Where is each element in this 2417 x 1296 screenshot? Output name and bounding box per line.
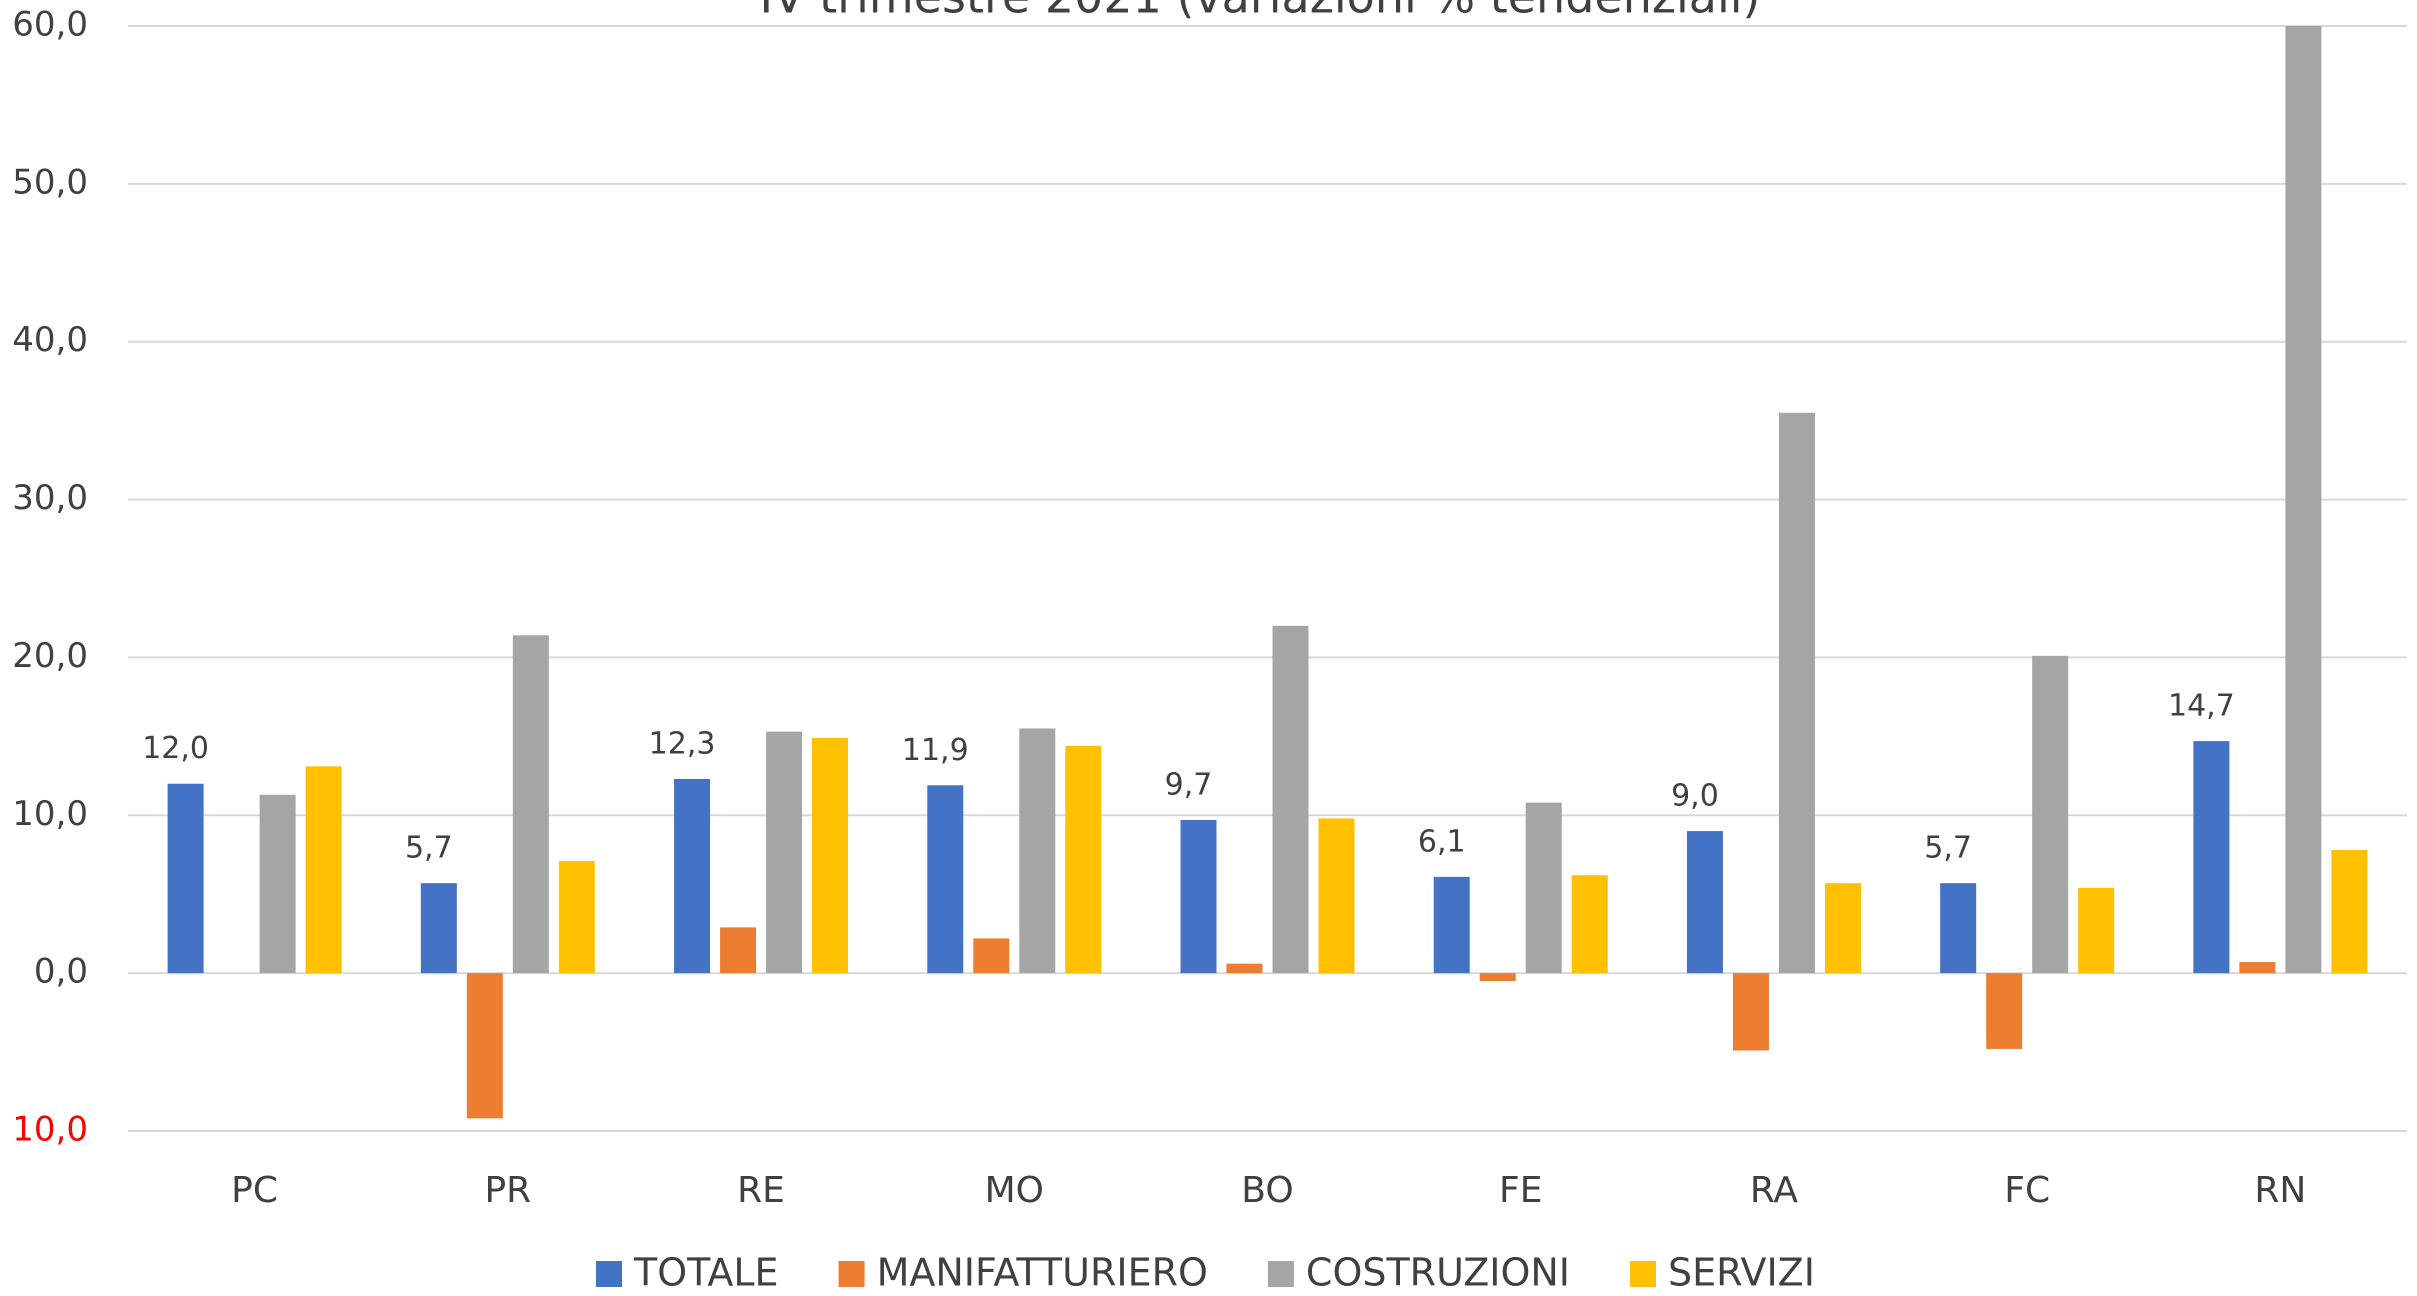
x-tick-label: FE	[1499, 1170, 1542, 1211]
bar	[167, 783, 204, 974]
x-tick-label: RE	[737, 1170, 785, 1211]
bar	[927, 785, 964, 974]
bar	[1986, 973, 2023, 1049]
bar	[1433, 876, 1470, 974]
legend-swatch	[838, 1261, 865, 1287]
bar	[720, 927, 757, 974]
data-label: 12,0	[142, 731, 209, 766]
bar	[1318, 818, 1355, 974]
bar	[2331, 850, 2368, 974]
bar	[420, 883, 457, 974]
bar	[558, 861, 595, 974]
bar	[1525, 802, 1562, 974]
bar	[2285, 26, 2322, 974]
bar	[1226, 963, 1263, 974]
bar	[2078, 887, 2115, 974]
y-tick-label: 50,0	[12, 162, 88, 202]
bar	[466, 973, 503, 1119]
bar	[812, 737, 849, 974]
y-tick-label: 40,0	[12, 320, 88, 360]
legend-swatch	[1630, 1261, 1657, 1287]
x-tick-label: RN	[2254, 1170, 2306, 1211]
x-tick-label: BO	[1241, 1170, 1293, 1211]
data-label: 5,7	[1924, 831, 1972, 866]
legend-label: TOTALE	[633, 1251, 779, 1295]
x-tick-label: FC	[2004, 1170, 2050, 1211]
bar	[2193, 741, 2230, 974]
bar	[1272, 625, 1309, 974]
bar	[766, 731, 803, 974]
legend-label: MANIFATTURIERO	[877, 1251, 1208, 1295]
data-label: 5,7	[405, 831, 453, 866]
y-tick-label: 60,0	[12, 5, 88, 45]
bar	[1180, 820, 1217, 974]
bar	[1732, 973, 1769, 1051]
bar	[1686, 831, 1723, 974]
bar	[1940, 883, 1977, 974]
chart-title: IV trimestre 2021 (variazioni % tendenzi…	[760, 0, 1761, 24]
legend-label: SERVIZI	[1668, 1251, 1815, 1295]
x-tick-label: PR	[484, 1170, 531, 1211]
bar	[1824, 883, 1861, 974]
bar	[259, 794, 296, 974]
data-label: 9,7	[1165, 768, 1213, 803]
bar	[973, 938, 1010, 974]
bar	[305, 766, 342, 974]
data-label: 9,0	[1671, 779, 1719, 814]
x-tick-label: RA	[1750, 1170, 1799, 1211]
y-tick-label: 30,0	[12, 478, 88, 518]
legend-swatch	[596, 1261, 622, 1287]
bar	[1019, 728, 1056, 974]
data-label: 12,3	[649, 726, 716, 761]
bar	[2032, 655, 2069, 974]
x-tick-label: MO	[985, 1170, 1044, 1211]
legend-swatch	[1267, 1261, 1294, 1287]
data-label: 14,7	[2168, 689, 2235, 724]
legend-label: COSTRUZIONI	[1306, 1251, 1570, 1295]
x-tick-label: PC	[231, 1170, 278, 1211]
bar	[1571, 875, 1608, 974]
data-label: 6,1	[1418, 824, 1466, 859]
y-tick-label: 10,0	[12, 1110, 88, 1150]
bar	[1065, 745, 1102, 974]
bar	[512, 635, 549, 974]
y-tick-label: 10,0	[12, 794, 88, 834]
bar	[2239, 962, 2276, 974]
bar	[674, 778, 711, 974]
y-tick-label: 0,0	[34, 952, 88, 992]
bar	[1778, 412, 1815, 974]
bar	[1479, 973, 1516, 982]
data-label: 11,9	[902, 733, 969, 768]
y-tick-label: 20,0	[12, 636, 88, 676]
